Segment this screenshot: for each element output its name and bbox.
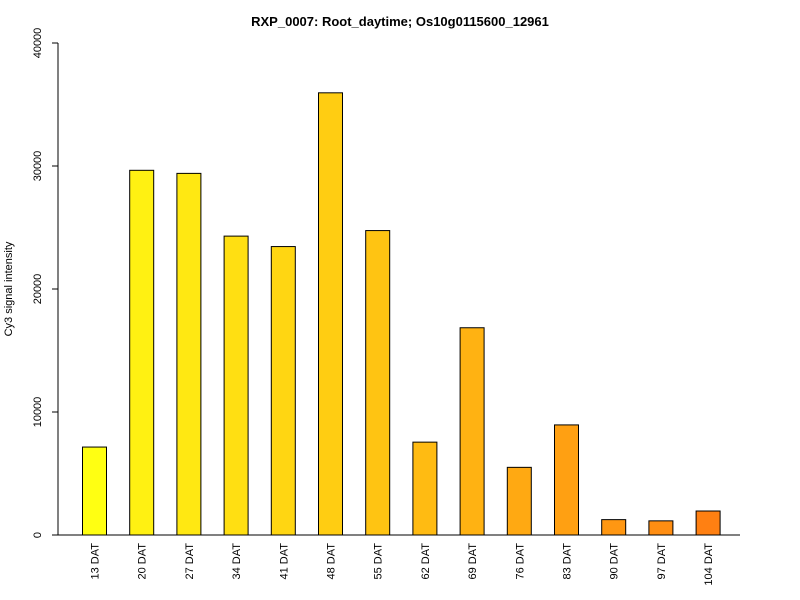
y-tick-label: 10000 [32,397,44,428]
bar-62-dat [412,441,438,536]
bar-34-dat [223,235,249,536]
bar-41-dat [270,246,296,536]
x-tick-label: 27 DAT [184,543,196,580]
bar-90-dat [601,519,627,536]
x-tick-label: 41 DAT [278,543,290,580]
bar-55-dat [365,230,391,536]
y-axis-label: Cy3 signal intensity [3,241,15,336]
bar-48-dat [318,92,343,536]
x-tick-label: 83 DAT [562,543,574,580]
x-tick-label: 55 DAT [373,543,385,580]
y-axis-ticks: 0 10000 20000 30000 40000 [32,28,58,538]
y-tick-label: 0 [32,532,44,538]
x-tick-label: 48 DAT [326,543,338,580]
bar-104-dat [695,510,721,536]
y-tick-label: 40000 [32,28,44,59]
bar-76-dat [506,466,532,536]
bar-97-dat [648,520,674,536]
x-axis-tick-labels: 13 DAT 20 DAT 27 DAT 34 DAT 41 DAT 48 DAT 55 D… [90,543,716,586]
x-tick-label: 104 DAT [703,543,715,586]
bar-83-dat [554,424,579,536]
x-tick-label: 76 DAT [514,543,526,580]
x-tick-label: 13 DAT [90,543,102,580]
x-tick-label: 97 DAT [656,543,668,580]
x-tick-label: 69 DAT [467,543,479,580]
x-tick-label: 34 DAT [231,543,243,580]
bars [82,92,721,536]
chart-title: RXP_0007: Root_daytime; Os10g0115600_129… [251,14,549,29]
y-tick-label: 30000 [32,151,44,182]
bar-27-dat [176,172,202,536]
x-tick-label: 62 DAT [420,543,432,580]
bar-20-dat [129,169,155,536]
x-tick-label: 20 DAT [137,543,149,580]
bar-69-dat [459,327,485,536]
y-tick-label: 20000 [32,274,44,305]
bar-13-dat [82,446,107,536]
x-tick-label: 90 DAT [609,543,621,580]
